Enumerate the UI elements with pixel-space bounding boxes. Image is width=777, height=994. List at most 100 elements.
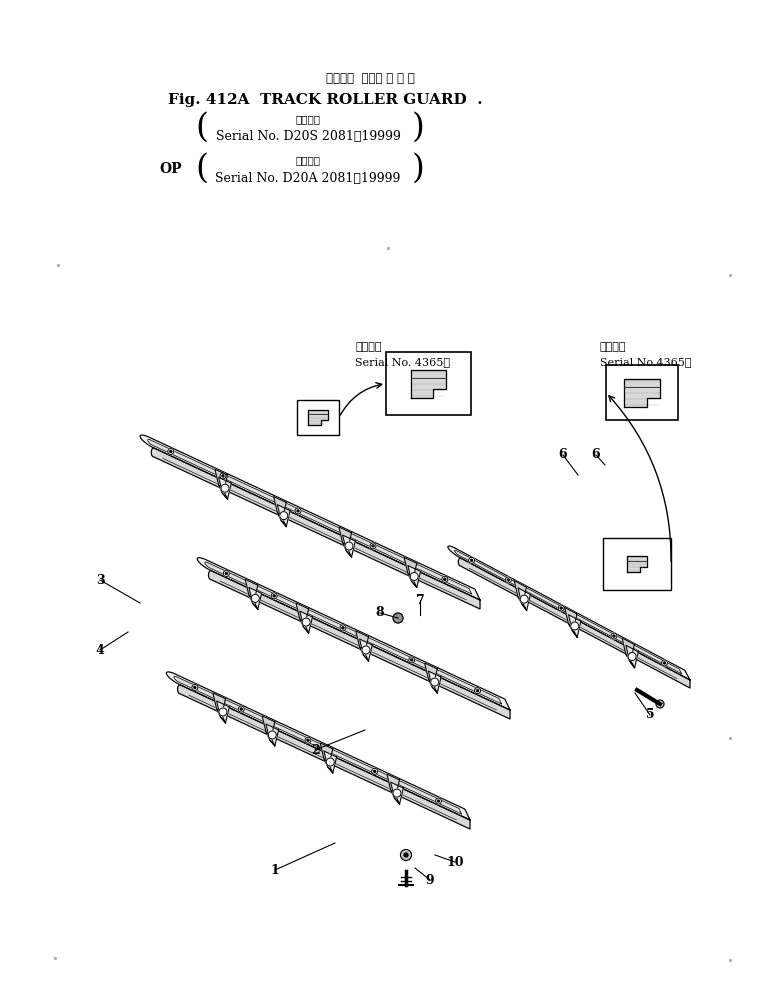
Text: 適用号機: 適用号機 xyxy=(295,115,320,124)
Polygon shape xyxy=(324,758,333,773)
Polygon shape xyxy=(455,551,681,674)
Circle shape xyxy=(656,700,664,708)
Polygon shape xyxy=(518,587,531,610)
Circle shape xyxy=(371,768,378,774)
Polygon shape xyxy=(249,587,262,609)
Circle shape xyxy=(274,594,275,596)
Polygon shape xyxy=(627,557,647,572)
Text: 適用号機: 適用号機 xyxy=(355,341,382,352)
Circle shape xyxy=(520,595,528,603)
Polygon shape xyxy=(218,477,232,499)
Circle shape xyxy=(280,512,287,520)
Circle shape xyxy=(220,473,226,479)
Circle shape xyxy=(372,545,374,547)
Circle shape xyxy=(435,798,441,804)
Circle shape xyxy=(471,560,472,562)
Circle shape xyxy=(400,850,412,861)
Polygon shape xyxy=(152,448,480,609)
Polygon shape xyxy=(404,558,416,580)
Polygon shape xyxy=(391,782,403,804)
Circle shape xyxy=(370,543,376,549)
Circle shape xyxy=(611,633,617,639)
Circle shape xyxy=(305,738,311,744)
Polygon shape xyxy=(300,619,308,633)
Circle shape xyxy=(507,579,510,580)
Circle shape xyxy=(268,731,277,739)
Text: 適用号機: 適用号機 xyxy=(295,156,320,165)
Circle shape xyxy=(251,594,260,602)
Circle shape xyxy=(570,622,579,630)
Polygon shape xyxy=(213,693,225,715)
Text: 適用号機: 適用号機 xyxy=(600,341,626,352)
Polygon shape xyxy=(360,647,368,661)
Polygon shape xyxy=(448,546,690,680)
Polygon shape xyxy=(166,672,470,820)
Polygon shape xyxy=(339,527,351,549)
Circle shape xyxy=(342,627,344,629)
Circle shape xyxy=(560,607,562,609)
Polygon shape xyxy=(262,716,275,738)
Circle shape xyxy=(558,605,564,611)
Circle shape xyxy=(345,542,353,550)
Text: 10: 10 xyxy=(446,856,464,869)
Circle shape xyxy=(362,646,370,654)
Circle shape xyxy=(411,659,413,661)
Circle shape xyxy=(168,448,174,454)
FancyBboxPatch shape xyxy=(606,365,678,420)
Text: 3: 3 xyxy=(96,574,104,586)
Polygon shape xyxy=(517,596,527,610)
Polygon shape xyxy=(300,611,312,633)
Circle shape xyxy=(326,758,334,766)
Text: Serial No.4365～: Serial No.4365～ xyxy=(600,357,692,367)
Circle shape xyxy=(193,687,196,689)
Circle shape xyxy=(469,558,475,564)
Text: 6: 6 xyxy=(592,448,601,461)
Circle shape xyxy=(192,685,198,691)
Circle shape xyxy=(409,657,415,663)
Text: Serial No. D20A 2081～19999: Serial No. D20A 2081～19999 xyxy=(215,172,401,185)
Circle shape xyxy=(430,678,439,686)
Polygon shape xyxy=(408,574,416,587)
Polygon shape xyxy=(428,671,441,693)
Circle shape xyxy=(475,688,480,694)
Circle shape xyxy=(404,853,408,857)
Circle shape xyxy=(340,625,346,631)
Polygon shape xyxy=(458,558,690,688)
Polygon shape xyxy=(249,595,258,609)
Polygon shape xyxy=(622,638,634,661)
Polygon shape xyxy=(360,639,372,661)
Text: Fig. 412A  TRACK ROLLER GUARD  .: Fig. 412A TRACK ROLLER GUARD . xyxy=(168,93,483,107)
Circle shape xyxy=(169,450,172,452)
Circle shape xyxy=(410,573,418,580)
Polygon shape xyxy=(343,535,355,557)
Polygon shape xyxy=(410,370,447,398)
Polygon shape xyxy=(208,571,510,719)
Polygon shape xyxy=(626,645,638,668)
Circle shape xyxy=(661,660,667,666)
Circle shape xyxy=(444,579,446,580)
Circle shape xyxy=(225,573,228,575)
Polygon shape xyxy=(277,505,290,527)
Text: トラック  ローラ ガ ー ド: トラック ローラ ガ ー ド xyxy=(326,72,414,84)
Polygon shape xyxy=(308,410,328,425)
Polygon shape xyxy=(174,676,462,814)
Circle shape xyxy=(628,652,636,661)
Text: ): ) xyxy=(412,112,425,144)
Polygon shape xyxy=(320,743,333,764)
Polygon shape xyxy=(343,543,351,557)
Polygon shape xyxy=(568,623,577,637)
Polygon shape xyxy=(408,566,420,587)
Circle shape xyxy=(437,800,440,802)
Polygon shape xyxy=(387,774,399,796)
Circle shape xyxy=(393,789,401,797)
Polygon shape xyxy=(215,469,228,491)
Polygon shape xyxy=(296,603,308,625)
FancyBboxPatch shape xyxy=(386,352,471,415)
Polygon shape xyxy=(274,497,286,519)
Polygon shape xyxy=(514,580,527,603)
FancyBboxPatch shape xyxy=(603,538,671,590)
Polygon shape xyxy=(217,709,225,723)
Text: (: ( xyxy=(195,153,208,185)
Circle shape xyxy=(664,662,665,664)
Polygon shape xyxy=(245,580,258,601)
